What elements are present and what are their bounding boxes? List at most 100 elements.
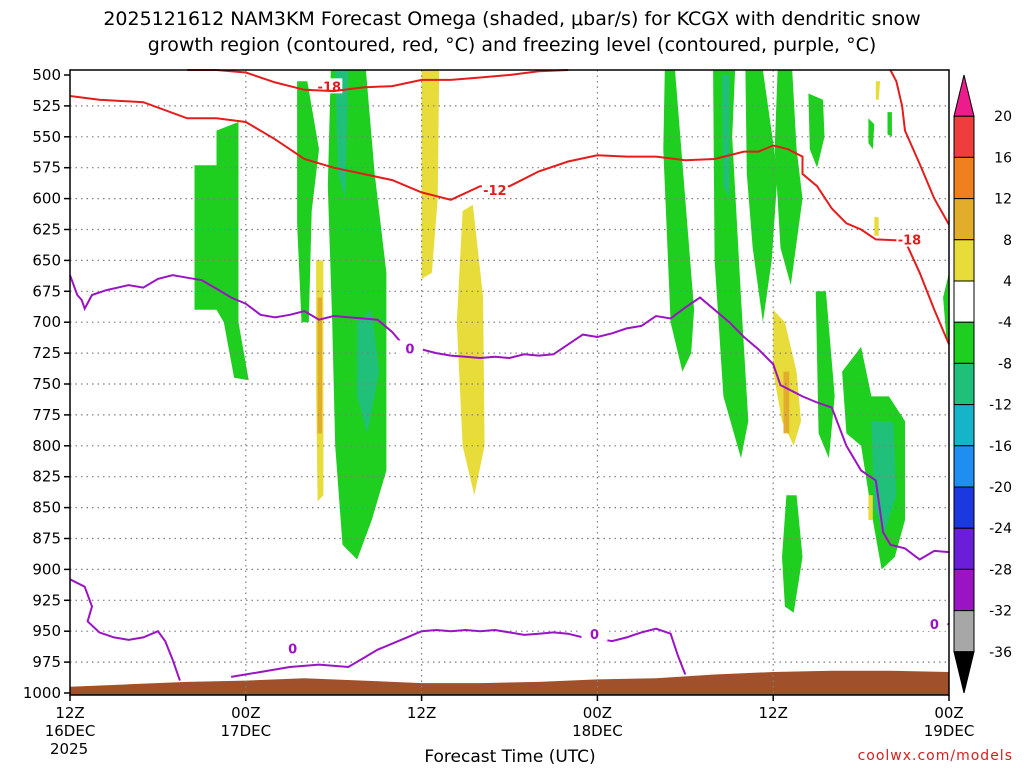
freezing-contour-0-label: 0 xyxy=(405,342,414,357)
freezing-contour-2 xyxy=(230,627,687,678)
dgz-contour-2 xyxy=(889,69,950,226)
colorbar-label-6: -8 xyxy=(998,356,1012,372)
colorbar-band-0 xyxy=(953,74,975,117)
omega-region-pos-h24 xyxy=(421,70,440,279)
y-tick-label-850: 850 xyxy=(32,499,61,517)
omega-region-neg-band-h55 xyxy=(868,118,875,150)
freezing-contour-2-label-bg xyxy=(581,625,608,641)
omega-region-neg-band-h49b xyxy=(782,495,803,613)
omega-region-pos-h26 xyxy=(456,204,485,496)
colorbar-label-13: -36 xyxy=(989,645,1012,661)
omega-region-teal-h54 xyxy=(871,421,897,533)
x-tick-label-36: 00Z xyxy=(583,704,612,722)
x-tick-date-60: 19DEC xyxy=(924,722,975,740)
colorbar-label-2: 12 xyxy=(994,192,1012,208)
omega-region-neg-band-h50 xyxy=(808,93,825,168)
omega-region-neg-band-h47 xyxy=(745,70,778,323)
omega-region-neg-band-h60 xyxy=(943,272,949,347)
omega-region-neg-band-h16 xyxy=(297,81,319,323)
freezing-contour-0 xyxy=(69,274,950,561)
omega-region-neg-band-h18 xyxy=(327,70,387,560)
dgz-contour-0-label-bg xyxy=(316,78,343,94)
chart-title-line2: growth region (contoured, red, °C) and f… xyxy=(148,34,877,56)
omega-region-orange-h17 xyxy=(317,297,322,434)
colorbar-band-2 xyxy=(953,156,975,200)
x-tick-date-12: 17DEC xyxy=(221,722,272,740)
freezing-contour-2-label: 0 xyxy=(590,628,599,643)
colorbar: 20 16 12 8 4 -4 -8 -12 -16 -20 -24 -28 -32 -36 xyxy=(953,74,1012,694)
omega-region-teal-h18 xyxy=(335,70,349,199)
x-tick-label-0: 12Z xyxy=(55,704,84,722)
dgz-contour-1-label-bg xyxy=(481,182,508,198)
colorbar-band-4 xyxy=(953,239,975,282)
y-tick-label-675: 675 xyxy=(32,282,61,300)
colorbar-band-9 xyxy=(953,445,975,488)
y-tick-label-775: 775 xyxy=(32,406,61,424)
dgz-contour-1-label: -12 xyxy=(483,184,507,199)
colorbar-label-0: 20 xyxy=(994,109,1012,125)
x-tick-label-48: 12Z xyxy=(759,704,788,722)
omega-region-pos-h54 xyxy=(868,495,873,520)
y-tick-label-500: 500 xyxy=(32,66,61,84)
colorbar-band-7 xyxy=(953,362,975,406)
freezing-contour-1 xyxy=(69,578,181,681)
x-tick-label-60: 00Z xyxy=(934,704,963,722)
y-tick-label-575: 575 xyxy=(32,159,61,177)
omega-region-neg-band-h49 xyxy=(774,70,803,286)
dgz-contour-2-label-bg xyxy=(896,231,923,247)
dgz-contour-1 xyxy=(187,69,569,93)
y-tick-label-900: 900 xyxy=(32,560,61,578)
terrain-fill xyxy=(70,670,949,695)
colorbar-label-12: -32 xyxy=(989,604,1012,620)
freezing-contour-0-label-bg xyxy=(396,340,423,356)
chart-title: 2025121612 NAM3KM Forecast Omega (shaded… xyxy=(103,8,920,30)
colorbar-band-1 xyxy=(953,115,975,158)
dgz-contour-0 xyxy=(69,95,950,345)
x-tick-year-0: 2025 xyxy=(50,740,88,758)
y-tick-label-950: 950 xyxy=(32,622,61,640)
y-tick-label-875: 875 xyxy=(32,530,61,548)
y-tick-label-975: 975 xyxy=(32,653,61,671)
contour-lines: -18 -12 -18 0 0 0 0 xyxy=(69,69,950,681)
omega-region-neg-band-h10 xyxy=(194,122,249,381)
colorbar-label-3: 8 xyxy=(1003,233,1012,249)
omega-region-neg-band-h44 xyxy=(713,70,749,459)
colorbar-label-4: 4 xyxy=(1003,274,1012,290)
y-tick-label-800: 800 xyxy=(32,437,61,455)
y-tick-label-650: 650 xyxy=(32,251,61,269)
colorbar-label-9: -20 xyxy=(989,480,1012,496)
colorbar-band-13 xyxy=(953,610,975,653)
omega-region-teal-h20 xyxy=(357,309,380,434)
colorbar-label-7: -12 xyxy=(989,398,1012,414)
dgz-contour-0-label: -18 xyxy=(318,80,342,95)
omega-region-orange-h48 xyxy=(783,371,790,434)
y-tick-label-600: 600 xyxy=(32,190,61,208)
gridlines xyxy=(70,70,949,695)
colorbar-band-12 xyxy=(953,568,975,612)
colorbar-band-8 xyxy=(953,404,975,447)
y-axis: 500 525 550 575 600 625 650 675 700 725 750 775 800 8… xyxy=(23,66,70,702)
dgz-contour-2-label: -18 xyxy=(898,234,922,249)
y-tick-label-550: 550 xyxy=(32,128,61,146)
terrain-surface xyxy=(70,670,949,695)
x-tick-label-24: 12Z xyxy=(407,704,436,722)
freezing-contour-1-label-bg xyxy=(279,640,306,656)
colorbar-label-11: -28 xyxy=(989,562,1012,578)
colorbar-band-10 xyxy=(953,486,975,529)
credit-text: coolwx.com/models xyxy=(858,748,1013,764)
omega-region-neg-band-h41 xyxy=(663,70,695,372)
y-tick-label-750: 750 xyxy=(32,375,61,393)
colorbar-label-1: 16 xyxy=(994,150,1012,166)
y-tick-label-925: 925 xyxy=(32,591,61,609)
x-axis-label: Forecast Time (UTC) xyxy=(424,747,595,767)
freezing-contour-3-label-bg xyxy=(921,616,948,632)
omega-region-neg-band-h51 xyxy=(815,291,835,459)
y-tick-label-625: 625 xyxy=(32,221,61,239)
freezing-contour-3-label: 0 xyxy=(930,618,939,633)
y-tick-label-725: 725 xyxy=(32,344,61,362)
colorbar-band-5 xyxy=(953,280,975,323)
y-tick-label-700: 700 xyxy=(32,313,61,331)
y-tick-label-525: 525 xyxy=(32,97,61,115)
